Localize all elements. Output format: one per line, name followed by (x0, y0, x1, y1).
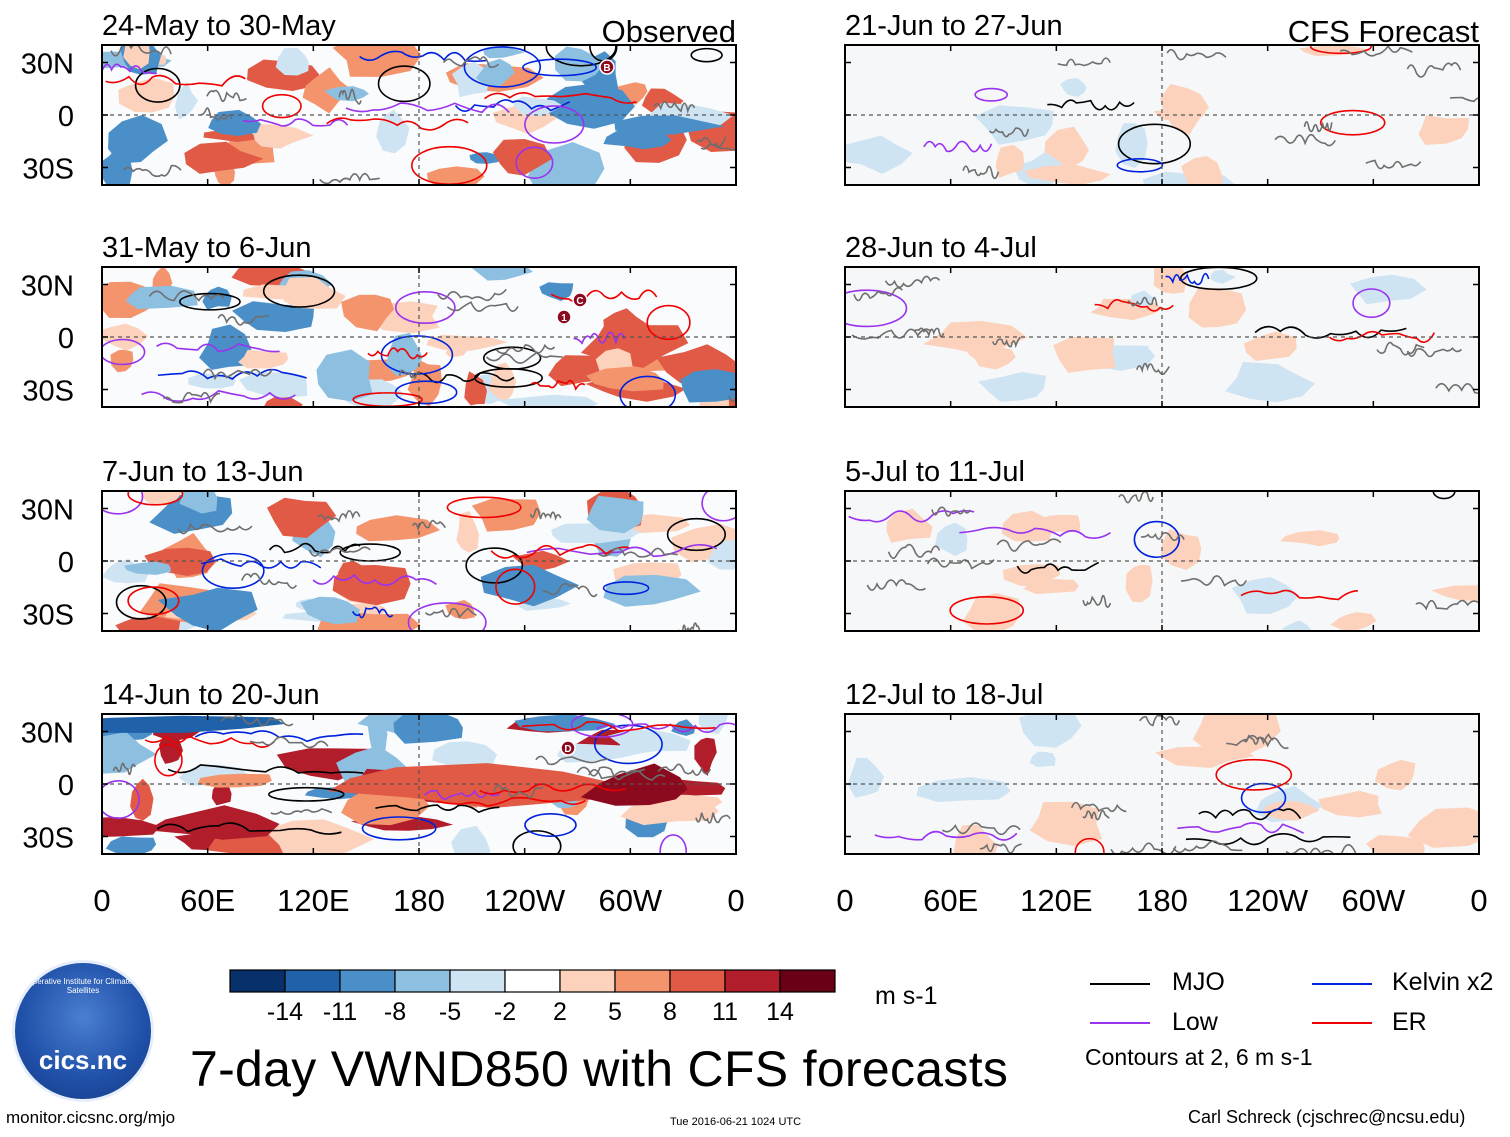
chart-title: 7-day VWND850 with CFS forecasts (190, 1041, 1009, 1097)
legend-label-low: Low (1172, 1008, 1218, 1036)
colorbar-tick-label: -14 (267, 998, 303, 1026)
y-tick-label: 30N (21, 718, 74, 750)
x-tick-label: 0 (93, 883, 110, 918)
author-credit: Carl Schreck (cjschrec@ncsu.edu) (1188, 1107, 1466, 1127)
x-tick-label: 60E (180, 883, 235, 918)
colorbar-tick-label: 2 (553, 998, 567, 1026)
colorbar-swatch (394, 969, 451, 993)
svg-text:1: 1 (561, 313, 567, 324)
x-tick-label: 120E (277, 883, 349, 918)
panel-date-label: 31-May to 6-Jun (102, 232, 312, 264)
x-tick-label: 120E (1020, 883, 1092, 918)
colorbar-tick-label: 5 (608, 998, 622, 1026)
storm-marker: C (572, 292, 588, 308)
x-tick-label: 120W (484, 883, 566, 918)
timestamp: Tue 2016-06-21 1024 UTC (670, 1116, 802, 1128)
colorbar-swatch (614, 969, 671, 993)
legend-line-er (1312, 1022, 1372, 1024)
legend-line-low (1090, 1022, 1150, 1024)
contour-note: Contours at 2, 6 m s-1 (1085, 1044, 1313, 1070)
panel-forecast-2: 5-Jul to 11-Jul (844, 456, 1480, 632)
colorbar-swatch (229, 969, 286, 993)
y-tick-label: 0 (58, 323, 74, 355)
colorbar-swatch (779, 969, 836, 993)
colorbar-tick-label: -11 (323, 998, 357, 1026)
panel-forecast-3: 12-Jul to 18-Jul (844, 679, 1480, 855)
colorbar-tick-label: -2 (494, 998, 516, 1026)
column-header: Observed (602, 14, 736, 49)
panel-date-label: 28-Jun to 4-Jul (845, 232, 1037, 264)
x-tick-label: 180 (1136, 883, 1188, 918)
colorbar-tick-label: 14 (766, 998, 794, 1026)
x-tick-label: 60W (1341, 883, 1405, 918)
column-header: CFS Forecast (1288, 14, 1480, 49)
colorbar-tick-label: 8 (663, 998, 677, 1026)
svg-text:D: D (564, 744, 571, 755)
panel-date-label: 12-Jul to 18-Jul (845, 679, 1043, 711)
logo-text: cics.nc (38, 1045, 128, 1075)
colorbar: -14 -11 -8 -5 -2 2 5 8 11 14 (229, 969, 836, 1026)
y-tick-label: 0 (58, 101, 74, 133)
y-tick-label: 0 (58, 770, 74, 802)
panel-date-label: 21-Jun to 27-Jun (845, 10, 1063, 42)
x-tick-label: 0 (836, 883, 853, 918)
panel-observed-3: 14-Jun to 20-Jun 30N 0 30S (21, 679, 737, 855)
x-tick-label: 0 (1470, 883, 1487, 918)
x-tick-label: 0 (727, 883, 744, 918)
panel-observed-0: 24-May to 30-May Observed 30N 0 30S (21, 10, 737, 186)
y-tick-label: 30N (21, 49, 74, 81)
x-tick-label: 120W (1227, 883, 1309, 918)
y-tick-label: 30N (21, 271, 74, 303)
storm-marker: B (599, 59, 615, 75)
panel-observed-2: 7-Jun to 13-Jun 30N 0 30S (21, 456, 737, 632)
panel-date-label: 5-Jul to 11-Jul (845, 456, 1025, 488)
panel-observed-1: 31-May to 6-Jun 30N 0 30S (21, 232, 737, 408)
y-tick-label: 30S (22, 376, 74, 408)
legend-label-mjo: MJO (1172, 968, 1225, 996)
colorbar-swatch (559, 969, 616, 993)
colorbar-swatch (724, 969, 781, 993)
legend-line-kelvin (1312, 983, 1372, 985)
colorbar-swatch (284, 969, 341, 993)
x-tick-label: 60E (923, 883, 978, 918)
colorbar-tick-label: -8 (384, 998, 406, 1026)
panel-date-label: 24-May to 30-May (102, 10, 336, 42)
colorbar-swatch (504, 969, 561, 993)
panel-forecast-0: 21-Jun to 27-Jun CFS Forecast (844, 10, 1480, 186)
colorbar-swatch (449, 969, 506, 993)
panel-forecast-1: 28-Jun to 4-Jul (844, 232, 1480, 408)
cics-logo: Cooperative Institute for Climate and Sa… (12, 960, 154, 1102)
y-tick-label: 30S (22, 600, 74, 632)
colorbar-units: m s-1 (875, 982, 938, 1010)
legend-line-mjo (1090, 983, 1150, 985)
colorbar-swatch (339, 969, 396, 993)
y-tick-label: 30N (21, 495, 74, 527)
y-tick-label: 0 (58, 547, 74, 579)
logo-ring-text: Cooperative Institute for Climate and Sa… (18, 977, 148, 995)
legend-label-kelvin: Kelvin x2 (1392, 968, 1494, 996)
storm-marker: D (560, 740, 576, 756)
colorbar-swatch (669, 969, 726, 993)
y-tick-label: 30S (22, 154, 74, 186)
legend-label-er: ER (1392, 1008, 1427, 1036)
svg-text:C: C (576, 296, 583, 307)
panel-date-label: 7-Jun to 13-Jun (102, 456, 304, 488)
storm-marker: 1 (556, 309, 572, 325)
source-url[interactable]: monitor.cicsnc.org/mjo (6, 1108, 176, 1127)
colorbar-tick-label: -5 (439, 998, 461, 1026)
panel-date-label: 14-Jun to 20-Jun (102, 679, 320, 711)
y-tick-label: 30S (22, 823, 74, 855)
colorbar-tick-label: 11 (712, 998, 738, 1026)
x-tick-label: 180 (393, 883, 445, 918)
svg-text:B: B (603, 63, 610, 74)
x-tick-label: 60W (598, 883, 662, 918)
